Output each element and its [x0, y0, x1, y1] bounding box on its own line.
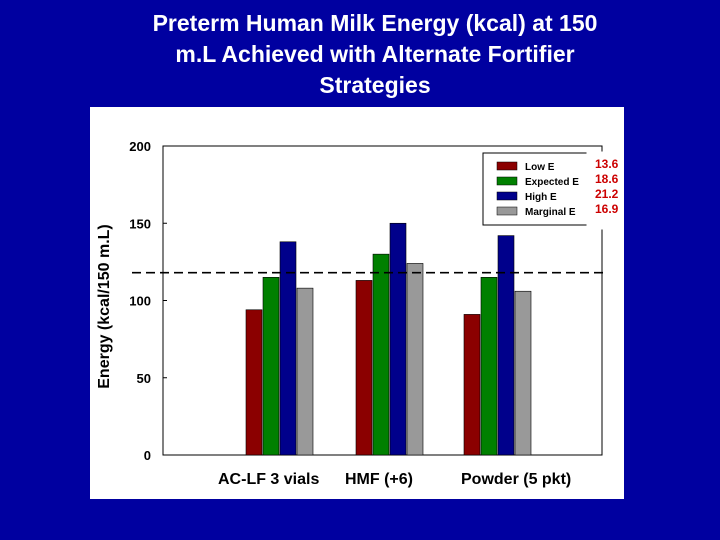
bar-expected-e-1 — [262, 277, 280, 456]
legend-swatch-expected-e — [496, 176, 518, 186]
y-tick-label: 200 — [129, 139, 151, 154]
bar-high-e-2 — [389, 222, 407, 456]
chart-panel: 0 50 100 150 200 Energy (kcal/150 m.L) Low E E… — [90, 107, 624, 499]
bar-high-e-3 — [497, 235, 515, 456]
bar-high-e-1 — [279, 241, 297, 456]
bar-expected-e-3 — [480, 277, 498, 456]
y-tick-label: 0 — [144, 448, 151, 463]
bar-marginal-e-1 — [296, 287, 314, 456]
annotation-value: 16.9 — [595, 202, 619, 216]
bar-marginal-e-3 — [514, 290, 532, 456]
legend-label-low-e: Low E — [525, 162, 555, 173]
legend-label-marginal-e: Marginal E — [525, 207, 576, 218]
annotation-value: 21.2 — [595, 187, 619, 201]
y-tick-label: 50 — [137, 371, 151, 386]
y-tick-label: 100 — [129, 294, 151, 309]
x-category-label: Powder (5 pkt) — [461, 471, 571, 488]
x-category-label: AC-LF 3 vials — [218, 471, 319, 488]
annotation-value: 18.6 — [595, 172, 619, 186]
bar-low-e-3 — [463, 314, 481, 456]
title-line-3: Strategies — [319, 72, 431, 98]
annotation-value: 13.6 — [595, 157, 619, 171]
y-axis-label: Energy (kcal/150 m.L) — [96, 224, 113, 389]
legend-label-expected-e: Expected E — [525, 177, 579, 188]
bar-chart: 0 50 100 150 200 Energy (kcal/150 m.L) Low E E… — [96, 139, 624, 488]
bar-low-e-2 — [355, 280, 373, 456]
annotation-box — [586, 151, 624, 230]
x-category-label: HMF (+6) — [345, 471, 413, 488]
title-line-2: m.L Achieved with Alternate Fortifier — [175, 41, 575, 67]
bar-low-e-1 — [245, 309, 263, 456]
bar-marginal-e-2 — [406, 263, 424, 456]
legend-swatch-high-e — [496, 191, 518, 201]
title-line-1: Preterm Human Milk Energy (kcal) at 150 — [152, 10, 598, 36]
bar-expected-e-2 — [372, 253, 390, 456]
legend-label-high-e: High E — [525, 192, 557, 203]
y-tick-label: 150 — [129, 216, 151, 231]
legend-swatch-low-e — [496, 161, 518, 171]
legend-swatch-marginal-e — [496, 206, 518, 216]
slide-title: Preterm Human Milk Energy (kcal) at 150 … — [60, 8, 690, 101]
